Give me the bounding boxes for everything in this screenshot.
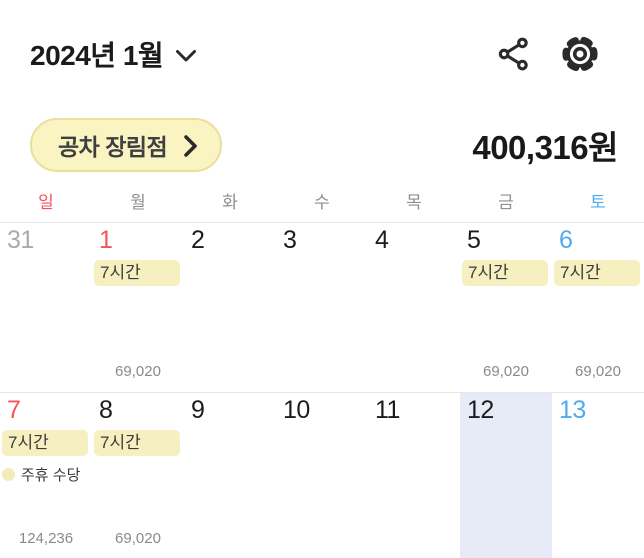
chevron-down-icon [175,45,197,63]
date-number: 5 [467,226,481,254]
hours-badge: 7시간 [94,260,180,286]
store-name: 공차 장림점 [58,134,168,160]
day-cell-2[interactable]: 2 [184,223,276,392]
day-cell-10[interactable]: 10 [276,393,368,558]
day-cell-3[interactable]: 3 [276,223,368,392]
date-number: 4 [375,226,389,254]
date-number: 6 [559,226,573,254]
daily-wage-amount: 69,020 [483,363,529,380]
month-selector[interactable]: 2024년 1월 [30,34,197,74]
day-cell-9[interactable]: 9 [184,393,276,558]
chevron-right-icon [183,133,198,158]
weekday-label-수: 수 [314,193,330,212]
day-cell-13[interactable]: 13 [552,393,644,558]
day-cell-5[interactable]: 5 7시간 69,020 [460,223,552,392]
weekday-label-목: 목 [406,193,422,212]
weekly-allowance-note: 주휴 수당 [2,464,92,485]
weekday-label-일: 일 [38,193,54,212]
share-icon [498,37,528,71]
hours-badge: 7시간 [462,260,548,286]
day-cell-31[interactable]: 31 [0,223,92,392]
calendar-week-row: 31 1 7시간 69,020 2 3 4 5 7시간 69,020 6 7시간 69,020 [0,223,644,393]
weekday-label-금: 금 [498,193,514,212]
daily-wage-amount: 124,236 [18,530,74,547]
settings-button[interactable] [560,34,600,74]
app-header: 2024년 1월 [0,0,644,74]
total-amount: 400,316원 [472,129,618,166]
hours-badge: 7시간 [2,430,88,456]
date-number: 13 [559,396,586,424]
allowance-dot-icon [2,468,15,481]
date-number: 2 [191,226,205,254]
month-title: 2024년 1월 [30,40,164,71]
share-button[interactable] [496,36,532,72]
hours-badge: 7시간 [94,430,180,456]
date-number: 8 [99,396,113,424]
date-number: 7 [7,396,21,424]
store-selector-button[interactable]: 공차 장림점 [30,118,223,172]
daily-wage-amount: 69,020 [115,530,161,547]
date-number: 9 [191,396,205,424]
date-number: 1 [99,226,113,254]
allowance-label: 주휴 수당 [21,467,81,484]
date-number: 3 [283,226,297,254]
day-cell-6[interactable]: 6 7시간 69,020 [552,223,644,392]
date-number: 10 [283,396,310,424]
date-number: 12 [467,396,494,424]
day-cell-11[interactable]: 11 [368,393,460,558]
day-cell-4[interactable]: 4 [368,223,460,392]
daily-wage-amount: 69,020 [115,363,161,380]
day-cell-1[interactable]: 1 7시간 69,020 [92,223,184,392]
daily-wage-amount: 69,020 [575,363,621,380]
weekday-label-화: 화 [222,193,238,212]
day-cell-8[interactable]: 8 7시간 69,020 [92,393,184,558]
weekday-label-토: 토 [590,193,606,212]
summary-bar: 공차 장림점 400,316원 [0,118,644,172]
header-icons [496,34,600,74]
day-cell-12[interactable]: 12 [460,393,552,558]
hours-badge: 7시간 [554,260,640,286]
date-number: 11 [375,396,400,424]
gear-icon [562,36,598,72]
date-number: 31 [7,226,34,254]
weekday-label-월: 월 [130,193,146,212]
